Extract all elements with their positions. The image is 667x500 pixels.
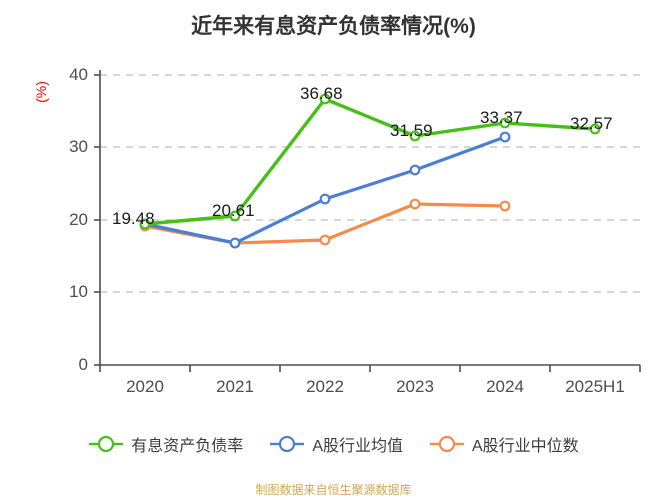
y-tick-0: 0: [78, 355, 88, 374]
x-tick-2021: 2021: [216, 377, 254, 396]
series-line-average: [139, 131, 511, 249]
x-tick-2025h1: 2025H1: [565, 377, 625, 396]
series-line-median: [139, 198, 511, 249]
legend-label-debt-ratio: 有息资产负债率: [131, 438, 244, 455]
legend-marker-orange-icon: [430, 435, 464, 453]
x-tick-2024: 2024: [486, 377, 524, 396]
x-tick-2022: 2022: [306, 377, 344, 396]
y-tick-40: 40: [69, 65, 88, 84]
legend-item-average[interactable]: A股行业均值: [269, 432, 403, 456]
y-tick-30: 30: [69, 137, 88, 156]
source-note: 制图数据来自恒生聚源数据库: [255, 483, 412, 497]
y-tick-marks: [94, 74, 100, 366]
data-label-2021: 20.61: [212, 201, 255, 220]
data-label-2024: 33.37: [480, 108, 523, 127]
data-label-2022: 36.68: [300, 84, 343, 103]
chart-legend: 有息资产负债率 A股行业均值 A股行业中位数: [0, 432, 667, 456]
x-tick-2020: 2020: [126, 377, 164, 396]
data-label-2025h1: 32.57: [570, 114, 613, 133]
legend-label-median: A股行业中位数: [472, 438, 579, 455]
chart-title: 近年来有息资产负债率情况(%): [191, 15, 476, 38]
axis-lines: [99, 70, 640, 366]
y-tick-20: 20: [69, 210, 88, 229]
legend-item-median[interactable]: A股行业中位数: [429, 432, 579, 456]
legend-marker-green-icon: [89, 435, 124, 453]
y-tick-10: 10: [69, 282, 88, 301]
x-tick-marks: [99, 365, 641, 372]
data-label-2023: 31.59: [390, 121, 433, 140]
legend-label-average: A股行业均值: [312, 438, 403, 455]
series-line-debt-ratio: [139, 93, 601, 230]
legend-marker-blue-icon: [270, 435, 305, 453]
data-label-2020: 19.48: [112, 209, 155, 228]
legend-item-debt-ratio[interactable]: 有息资产负债率: [88, 432, 243, 456]
x-tick-2023: 2023: [396, 377, 434, 396]
